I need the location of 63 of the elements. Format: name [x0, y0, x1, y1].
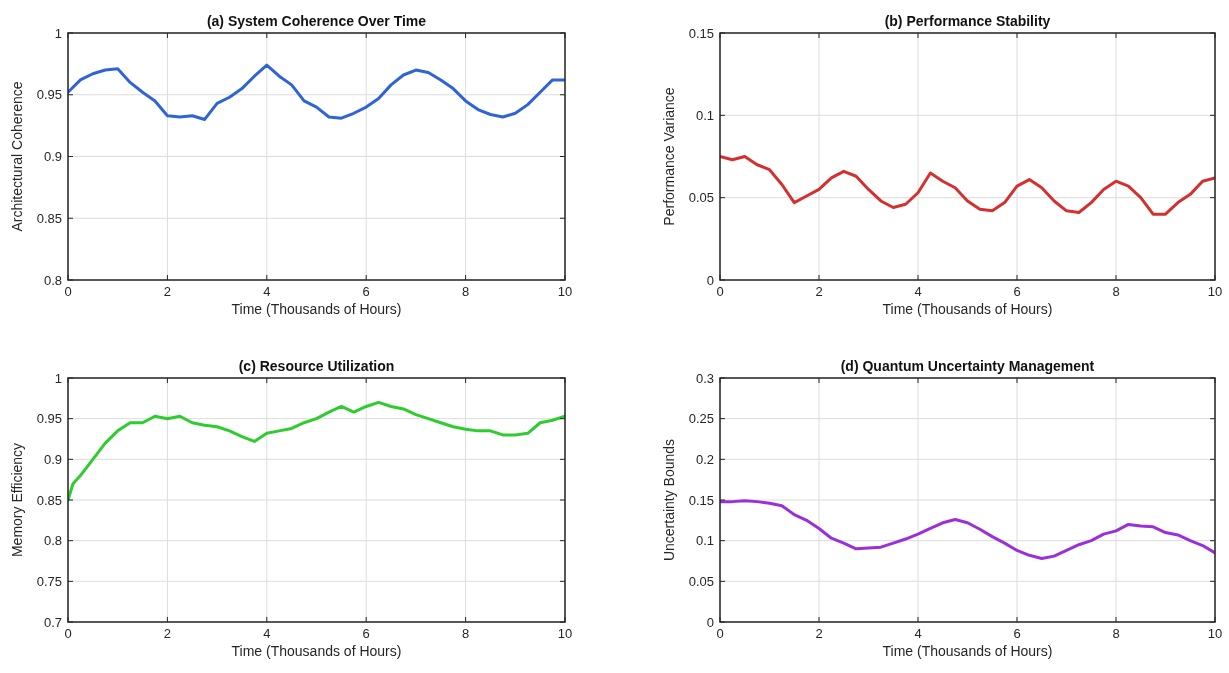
y-tick-label: 0.95: [36, 87, 62, 103]
x-tick-label: 8: [1112, 284, 1120, 299]
x-axis-title: Time (Thousands of Hours): [882, 643, 1053, 659]
chart-title: (d) Quantum Uncertainty Management: [840, 358, 1095, 374]
line-series: [720, 499, 1215, 561]
y-tick-label: 0: [706, 614, 714, 630]
x-tick-label: 0: [716, 626, 724, 641]
y-axis-title: Memory Efficiency: [9, 442, 25, 558]
x-tick-label: 4: [914, 626, 922, 641]
y-tick-label: 0.1: [695, 107, 714, 123]
x-tick-label: 10: [1207, 284, 1223, 299]
y-axis-title: Architectural Coherence: [9, 81, 25, 232]
chart-title: (b) Performance Stability: [884, 13, 1051, 29]
x-tick-label: 10: [1207, 626, 1223, 641]
x-tick-label: 0: [64, 284, 72, 299]
y-tick-label: 0: [706, 272, 714, 288]
y-tick-label: 0.15: [688, 492, 714, 508]
x-tick-label: 6: [1013, 626, 1021, 641]
y-tick-label: 0.2: [695, 451, 714, 467]
line-series: [68, 63, 565, 121]
x-tick-label: 2: [815, 626, 823, 641]
x-tick-label: 8: [1112, 626, 1120, 641]
y-tick-label: 0.05: [688, 573, 714, 589]
x-axis-title: Time (Thousands of Hours): [231, 643, 402, 659]
x-tick-label: 10: [557, 284, 573, 299]
x-tick-label: 8: [461, 284, 470, 299]
y-tick-label: 0.9: [43, 451, 62, 467]
line-series: [68, 400, 565, 502]
x-tick-label: 0: [716, 284, 724, 299]
x-tick-label: 2: [163, 284, 172, 299]
x-tick-label: 2: [163, 626, 172, 641]
x-tick-label: 6: [362, 626, 370, 641]
x-tick-label: 4: [914, 284, 922, 299]
y-tick-label: 0.8: [43, 272, 62, 288]
x-axis-title: Time (Thousands of Hours): [882, 301, 1053, 317]
y-tick-label: 0.75: [36, 573, 62, 589]
y-tick-label: 0.3: [695, 370, 714, 386]
y-axis-title: Performance Variance: [661, 87, 677, 226]
y-tick-label: 1: [54, 370, 62, 386]
x-tick-label: 6: [1013, 284, 1021, 299]
x-tick-label: 4: [263, 626, 271, 641]
y-tick-label: 0.25: [688, 411, 714, 427]
x-tick-label: 0: [64, 626, 72, 641]
y-tick-label: 1: [54, 25, 62, 41]
y-tick-label: 0.05: [688, 190, 714, 206]
y-tick-label: 0.15: [688, 25, 714, 41]
y-tick-label: 0.85: [36, 210, 62, 226]
x-tick-label: 2: [815, 284, 823, 299]
chart-title: (c) Resource Utilization: [238, 358, 395, 374]
x-tick-label: 6: [362, 284, 370, 299]
y-tick-label: 0.8: [43, 533, 62, 549]
y-tick-label: 0.95: [36, 411, 62, 427]
x-tick-label: 8: [461, 626, 470, 641]
y-tick-label: 0.1: [695, 533, 714, 549]
y-tick-label: 0.85: [36, 492, 62, 508]
line-series: [720, 155, 1215, 216]
chart-title: (a) System Coherence Over Time: [206, 13, 427, 29]
x-tick-label: 4: [263, 284, 271, 299]
x-axis-title: Time (Thousands of Hours): [231, 301, 402, 317]
y-axis-title: Uncertainty Bounds: [661, 438, 677, 562]
x-tick-label: 10: [557, 626, 573, 641]
y-tick-label: 0.7: [43, 614, 62, 630]
y-tick-label: 0.9: [43, 149, 62, 165]
